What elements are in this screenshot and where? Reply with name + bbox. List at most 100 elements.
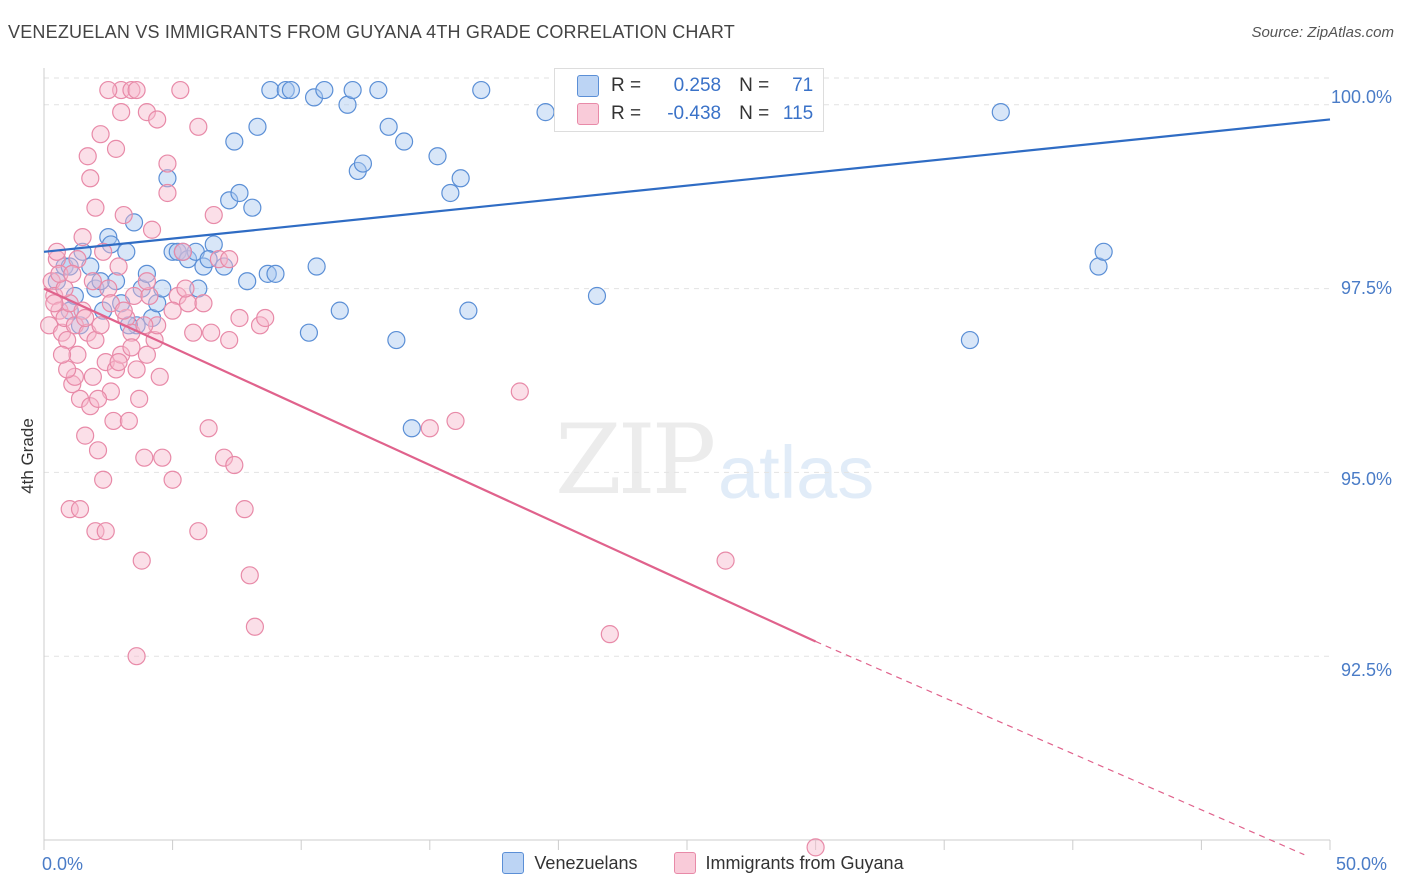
watermark-zip: ZIP <box>555 404 716 516</box>
guyana-point <box>171 80 190 100</box>
n-value: 115 <box>782 103 814 124</box>
venezuelan-point <box>199 250 218 269</box>
guyana-trend-line <box>43 287 817 643</box>
venezuelan-point <box>472 80 491 100</box>
y-tick-label: 100.0% <box>1330 87 1392 107</box>
x-tick-label: 50.0% <box>1336 854 1388 874</box>
guyana-point <box>122 80 141 100</box>
venezuelan-point <box>261 80 280 100</box>
venezuelan-point <box>304 88 324 107</box>
guyana-point <box>240 566 259 585</box>
guyana-point <box>204 205 223 225</box>
blue-swatch <box>502 852 525 874</box>
guyana-point <box>176 279 195 298</box>
guyana-point <box>184 323 203 342</box>
guyana-point <box>202 323 221 342</box>
guyana-point <box>60 500 79 519</box>
guyana-point <box>256 308 275 328</box>
guyana-point <box>148 316 167 335</box>
venezuelan-point <box>587 286 607 306</box>
guyana-point <box>137 345 156 364</box>
guyana-point <box>209 250 228 269</box>
venezuelan-point <box>394 132 414 151</box>
guyana-point <box>148 110 167 129</box>
r-value: -0.438 <box>667 103 722 124</box>
guyana-point <box>214 448 234 467</box>
guyana-point <box>137 272 156 291</box>
guyana-point <box>194 294 213 313</box>
n-label: N = <box>739 75 770 96</box>
n-label: N = <box>739 103 770 124</box>
chart-title: VENEZUELAN VS IMMIGRANTS FROM GUYANA 4TH… <box>8 22 735 42</box>
guyana-point <box>420 419 439 438</box>
r-value: 0.258 <box>673 75 722 96</box>
y-tick-label: 95.0% <box>1340 469 1392 489</box>
guyana-point <box>163 470 182 489</box>
blue-swatch <box>577 75 599 97</box>
venezuelan-point <box>343 80 362 100</box>
series-legend: Venezuelans Immigrants from Guyana <box>0 852 1406 874</box>
guyana-point <box>65 367 84 386</box>
venezuelan-point <box>451 169 470 188</box>
guyana-point <box>235 500 254 519</box>
r-label: R = <box>611 75 642 96</box>
guyana-point <box>245 617 265 636</box>
stats-row-guyana: R = -0.438 N = 115 <box>577 102 813 126</box>
guyana-point <box>96 352 115 372</box>
guyana-point <box>189 522 208 541</box>
guyana-point <box>50 264 69 283</box>
guyana-point <box>94 242 113 261</box>
venezuelan-point <box>248 117 267 136</box>
guyana-point <box>135 448 154 467</box>
venezuelan-trend-line <box>43 118 1331 253</box>
guyana-point <box>109 257 128 276</box>
pink-swatch <box>673 852 696 874</box>
venezuelan-point <box>402 419 421 438</box>
legend-item-venezuelans: Venezuelans <box>502 852 638 874</box>
stats-legend: R = 0.258 N = 71 R = -0.438 N = 115 <box>554 68 824 132</box>
venezuelan-point <box>230 183 249 203</box>
venezuelan-point <box>220 191 239 210</box>
venezuelan-point <box>330 301 349 320</box>
guyana-point <box>153 448 172 467</box>
guyana-point <box>130 389 149 408</box>
guyana-point <box>114 301 133 320</box>
guyana-point <box>78 147 97 166</box>
guyana-point <box>158 154 177 173</box>
y-tick-label: 92.5% <box>1340 660 1392 680</box>
guyana-point <box>189 117 208 136</box>
venezuelan-point <box>168 242 187 261</box>
guyana-point <box>600 625 619 644</box>
guyana-point <box>230 308 249 328</box>
venezuelan-point <box>276 80 295 100</box>
legend-item-guyana: Immigrants from Guyana <box>673 852 904 874</box>
guyana-point <box>173 242 192 261</box>
venezuelan-point <box>225 132 244 151</box>
guyana-point <box>45 294 64 313</box>
guyana-point <box>76 308 95 328</box>
venezuelan-point <box>163 242 182 261</box>
venezuelan-point <box>536 103 555 122</box>
stats-row-venezuelans: R = 0.258 N = 71 <box>577 74 813 98</box>
venezuelan-point <box>238 272 257 291</box>
guyana-point <box>220 250 239 269</box>
guyana-point <box>132 551 151 570</box>
guyana-point <box>96 522 115 541</box>
guyana-point <box>140 286 159 306</box>
guyana-point <box>68 345 87 364</box>
guyana-point <box>150 367 169 386</box>
guyana-point <box>225 455 244 475</box>
venezuelan-point <box>47 272 66 291</box>
venezuelan-point <box>137 264 156 283</box>
venezuelan-point <box>266 264 285 283</box>
guyana-point <box>446 411 465 431</box>
guyana-trend-extension <box>815 640 1305 856</box>
venezuelan-point <box>428 147 447 166</box>
chart-source: Source: ZipAtlas.com <box>1251 24 1394 41</box>
guyana-point <box>127 80 146 100</box>
venezuelan-point <box>387 330 406 350</box>
guyana-point <box>63 264 82 283</box>
legend-label: Venezuelans <box>534 852 638 873</box>
guyana-point <box>199 419 218 438</box>
